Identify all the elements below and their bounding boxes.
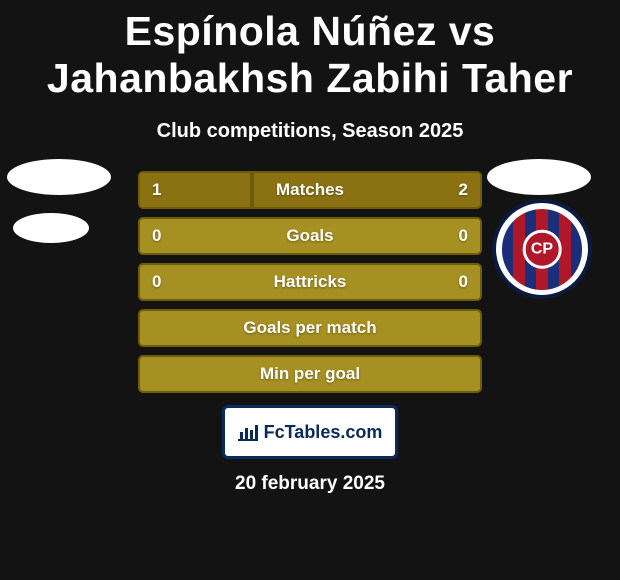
stat-label: Hattricks — [274, 272, 347, 292]
player-left-avatar — [7, 159, 111, 195]
stat-value-left: 1 — [152, 173, 161, 207]
stat-value-right: 2 — [459, 173, 468, 207]
badge-center: CP — [523, 230, 562, 269]
comparison-infographic: Espínola Núñez vs Jahanbakhsh Zabihi Tah… — [0, 0, 620, 580]
source-badge: FcTables.com — [222, 405, 398, 459]
stat-label: Goals per match — [243, 318, 376, 338]
stat-row: 0 0 Goals — [138, 217, 482, 255]
stat-row: Goals per match — [138, 309, 482, 347]
stat-value-left: 0 — [152, 265, 161, 299]
footer-date: 20 february 2025 — [0, 473, 620, 495]
stat-label: Matches — [276, 180, 344, 200]
stat-row: 1 2 Matches — [138, 171, 482, 209]
stat-label: Min per goal — [260, 364, 360, 384]
cerro-porteno-badge: CP — [492, 199, 592, 299]
page-title: Espínola Núñez vs Jahanbakhsh Zabihi Tah… — [0, 0, 620, 102]
stat-label: Goals — [286, 226, 333, 246]
player-left-club-badge — [13, 213, 89, 243]
player-right-avatar — [487, 159, 591, 195]
stat-value-left: 0 — [152, 219, 161, 253]
page-subtitle: Club competitions, Season 2025 — [0, 120, 620, 143]
stat-row: 0 0 Hattricks — [138, 263, 482, 301]
stat-value-right: 0 — [459, 219, 468, 253]
source-badge-text: FcTables.com — [264, 422, 383, 443]
player-right-club-badge: CP — [492, 199, 592, 299]
content-area: CP 1 2 Matches 0 0 Goals 0 0 Hattricks Goals per … — [0, 171, 620, 393]
stat-value-right: 0 — [459, 265, 468, 299]
bar-chart-icon — [238, 423, 258, 441]
badge-center-text: CP — [531, 240, 553, 258]
stat-row: Min per goal — [138, 355, 482, 393]
stat-rows: 1 2 Matches 0 0 Goals 0 0 Hattricks Goals per mat… — [138, 171, 482, 393]
